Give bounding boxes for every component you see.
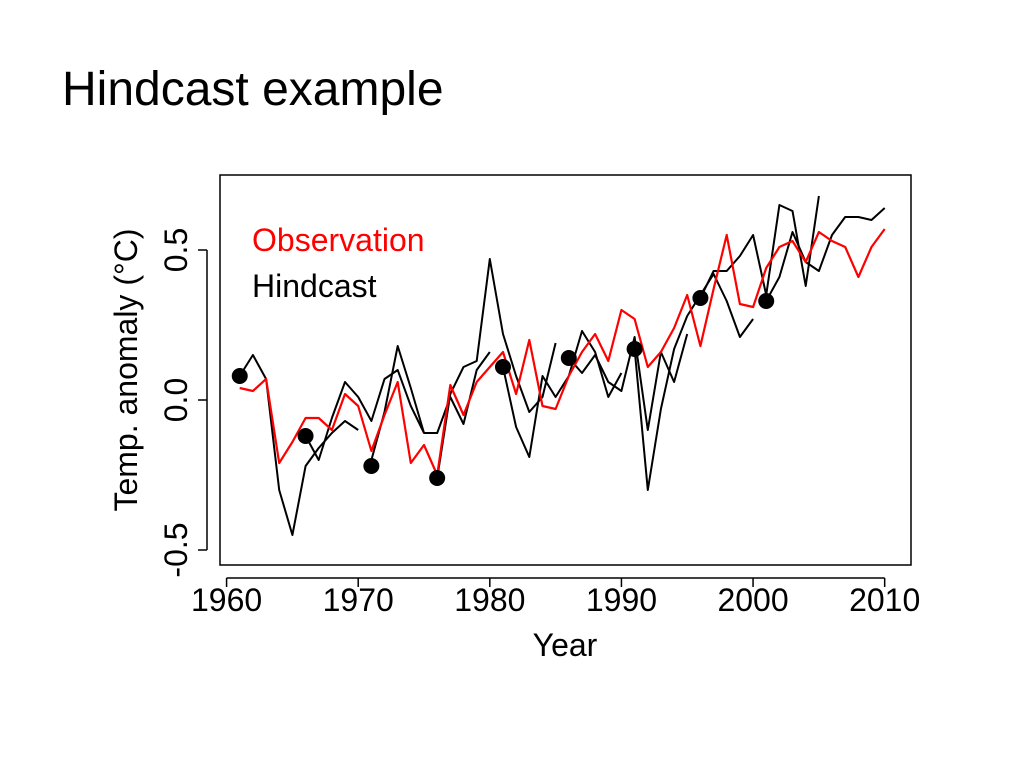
legend-label-observation: Observation [252, 222, 425, 258]
plot-box [219, 174, 912, 566]
hindcast-start-marker [626, 341, 643, 357]
x-tick-label: 1970 [323, 582, 394, 618]
hindcast-start-marker [429, 470, 446, 486]
hindcast-series-line [568, 333, 689, 431]
series-layer [238, 195, 886, 536]
y-tick-label: -0.5 [158, 522, 194, 577]
hindcast-series-line [502, 330, 623, 458]
hindcast-start-marker [560, 350, 577, 366]
y-tick-label: 0.5 [158, 228, 194, 272]
legend-label-hindcast: Hindcast [252, 268, 377, 304]
x-tick-label: 1980 [454, 582, 525, 618]
x-tick-label: 1960 [191, 582, 262, 618]
hindcast-start-marker [758, 293, 775, 309]
hindcast-series-line [765, 207, 886, 302]
y-axis: -0.5 0.0 0.5 [158, 228, 208, 578]
x-tick-label: 2000 [717, 582, 788, 618]
x-tick-label: 2010 [849, 582, 920, 618]
hindcast-start-marker [494, 359, 511, 375]
x-tick-label: 1990 [586, 582, 657, 618]
x-axis-title: Year [533, 627, 598, 663]
hindcast-start-marker [363, 458, 380, 474]
hindcast-series-line [238, 354, 359, 536]
hindcast-series-line [304, 369, 425, 461]
hindcast-start-marker [297, 428, 314, 444]
legend: Observation Hindcast [252, 222, 425, 304]
y-axis-title: Temp. anomaly (°C) [108, 228, 144, 511]
hindcast-series-line [436, 258, 557, 479]
observation-series-line [239, 228, 886, 477]
hindcast-start-marker [692, 290, 709, 306]
slide-title: Hindcast example [62, 63, 444, 116]
x-axis: 1960 1970 1980 1990 2000 2010 [191, 577, 920, 618]
marker-layer [231, 290, 775, 486]
hindcast-start-marker [231, 368, 248, 384]
y-tick-label: 0.0 [158, 378, 194, 422]
hindcast-series-line [633, 273, 754, 491]
